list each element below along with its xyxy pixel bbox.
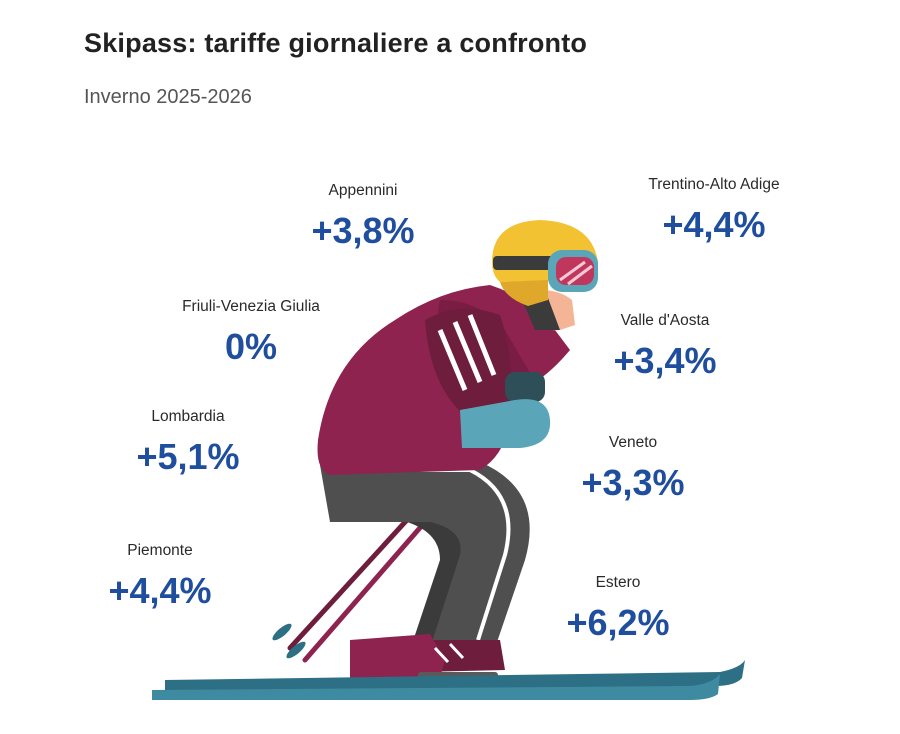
region-veneto: Veneto +3,3%	[513, 434, 753, 504]
region-name: Piemonte	[127, 542, 193, 559]
pants-stripe	[365, 468, 511, 641]
region-valle-d-aosta: Valle d'Aosta +3,4%	[545, 312, 785, 382]
ski-back	[165, 660, 745, 692]
region-lombardia: Lombardia +5,1%	[68, 408, 308, 478]
region-value: +3,4%	[613, 340, 717, 381]
jacket-stripe-3	[467, 314, 497, 376]
region-name: Veneto	[608, 434, 658, 451]
jacket-sleeve	[425, 308, 512, 420]
region-value: +3,3%	[581, 462, 685, 503]
page-subtitle: Inverno 2025-2026	[84, 86, 252, 108]
goggle-strap	[493, 256, 555, 270]
jacket-stripe-2	[452, 321, 483, 383]
region-value: +6,2%	[566, 602, 670, 643]
pole-basket-front	[286, 641, 306, 659]
ski-front	[152, 674, 720, 700]
helmet-shade	[500, 280, 548, 306]
region-value: +5,1%	[136, 436, 240, 477]
pole-basket-back	[272, 623, 292, 641]
page-title: Skipass: tariffe giornaliere a confronto	[84, 28, 588, 58]
jacket-stripe-1	[437, 329, 468, 391]
region-value: 0%	[224, 326, 278, 367]
region-value: +4,4%	[108, 570, 212, 611]
region-name: Valle d'Aosta	[620, 312, 710, 329]
region-trentino-alto-adige: Trentino-Alto Adige +4,4%	[594, 176, 834, 246]
boot-front	[350, 634, 445, 680]
region-friuli-venezia-giulia: Friuli-Venezia Giulia 0%	[131, 298, 371, 368]
region-name: Appennini	[328, 182, 398, 199]
region-name: Trentino-Alto Adige	[648, 176, 780, 193]
region-value: +3,8%	[311, 210, 415, 251]
skier-front-leg	[320, 462, 530, 648]
region-name: Friuli-Venezia Giulia	[182, 298, 320, 315]
region-name: Lombardia	[151, 408, 225, 425]
glove-front	[460, 399, 551, 448]
region-piemonte: Piemonte +4,4%	[40, 542, 280, 612]
region-estero: Estero +6,2%	[498, 574, 738, 644]
glove-back	[505, 372, 545, 402]
region-appennini: Appennini +3,8%	[243, 182, 483, 252]
region-value: +4,4%	[662, 204, 766, 245]
region-name: Estero	[595, 574, 641, 591]
